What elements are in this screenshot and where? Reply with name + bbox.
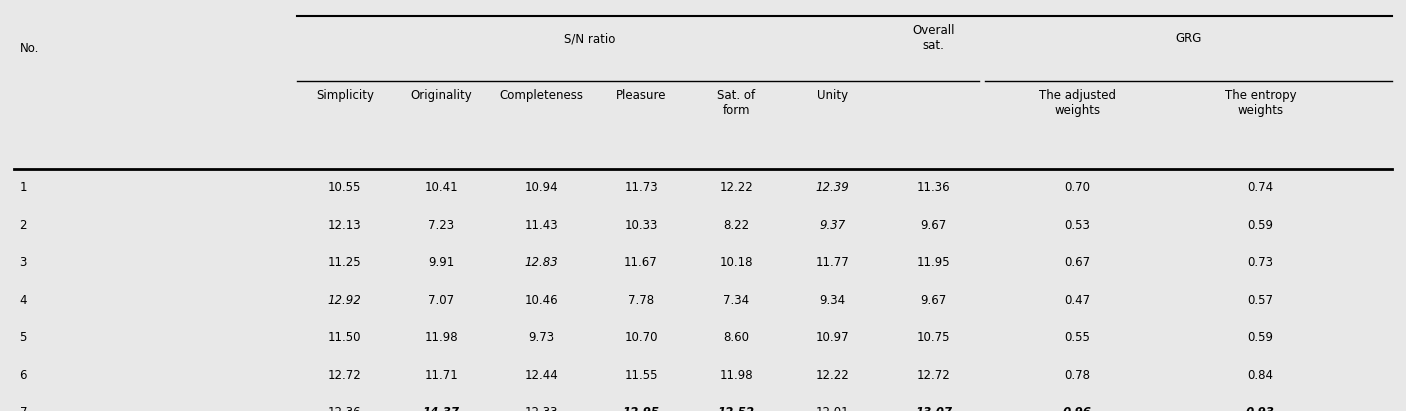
Text: 11.73: 11.73 (624, 182, 658, 194)
Text: 7: 7 (20, 406, 27, 411)
Text: 0.55: 0.55 (1064, 331, 1090, 344)
Text: 0.96: 0.96 (1063, 406, 1091, 411)
Text: 11.67: 11.67 (624, 256, 658, 269)
Text: 11.95: 11.95 (917, 256, 950, 269)
Text: 0.67: 0.67 (1064, 256, 1090, 269)
Text: 9.91: 9.91 (427, 256, 454, 269)
Text: 0.73: 0.73 (1247, 256, 1274, 269)
Text: 9.67: 9.67 (921, 219, 946, 232)
Text: 11.71: 11.71 (425, 369, 458, 382)
Text: No.: No. (20, 42, 39, 55)
Text: 7.07: 7.07 (429, 294, 454, 307)
Text: 9.67: 9.67 (921, 294, 946, 307)
Text: 7.78: 7.78 (628, 294, 654, 307)
Text: 11.36: 11.36 (917, 182, 950, 194)
Text: 11.43: 11.43 (524, 219, 558, 232)
Text: 7.23: 7.23 (429, 219, 454, 232)
Text: 10.33: 10.33 (624, 219, 658, 232)
Text: 11.98: 11.98 (720, 369, 752, 382)
Text: The adjusted
weights: The adjusted weights (1039, 89, 1115, 117)
Text: 9.37: 9.37 (820, 219, 845, 232)
Text: 3: 3 (20, 256, 27, 269)
Text: Sat. of
form: Sat. of form (717, 89, 755, 117)
Text: 0.93: 0.93 (1246, 406, 1275, 411)
Text: S/N ratio: S/N ratio (564, 32, 614, 45)
Text: Simplicity: Simplicity (316, 89, 374, 102)
Text: 10.18: 10.18 (720, 256, 752, 269)
Text: 5: 5 (20, 331, 27, 344)
Text: 0.59: 0.59 (1247, 219, 1274, 232)
Text: 0.59: 0.59 (1247, 331, 1274, 344)
Text: 4: 4 (20, 294, 27, 307)
Text: Unity: Unity (817, 89, 848, 102)
Text: 8.22: 8.22 (723, 219, 749, 232)
Text: 12.52: 12.52 (717, 406, 755, 411)
Text: Completeness: Completeness (499, 89, 583, 102)
Text: 12.39: 12.39 (815, 182, 849, 194)
Text: 10.41: 10.41 (425, 182, 458, 194)
Text: 11.77: 11.77 (815, 256, 849, 269)
Text: 0.70: 0.70 (1064, 182, 1090, 194)
Text: The entropy
weights: The entropy weights (1225, 89, 1296, 117)
Text: Pleasure: Pleasure (616, 89, 666, 102)
Text: 8.60: 8.60 (723, 331, 749, 344)
Text: 10.46: 10.46 (524, 294, 558, 307)
Text: 0.53: 0.53 (1064, 219, 1090, 232)
Text: 12.92: 12.92 (328, 294, 361, 307)
Text: 9.73: 9.73 (529, 331, 554, 344)
Text: 11.98: 11.98 (425, 331, 458, 344)
Text: 12.44: 12.44 (524, 369, 558, 382)
Text: 11.25: 11.25 (328, 256, 361, 269)
Text: 11.50: 11.50 (328, 331, 361, 344)
Text: 10.75: 10.75 (917, 331, 950, 344)
Text: Overall
sat.: Overall sat. (912, 24, 955, 52)
Text: 11.55: 11.55 (624, 369, 658, 382)
Text: GRG: GRG (1175, 32, 1202, 45)
Text: Originality: Originality (411, 89, 472, 102)
Text: 10.55: 10.55 (328, 182, 361, 194)
Text: 14.37: 14.37 (423, 406, 460, 411)
Text: 6: 6 (20, 369, 27, 382)
Text: 10.70: 10.70 (624, 331, 658, 344)
Text: 12.33: 12.33 (524, 406, 558, 411)
Text: 10.94: 10.94 (524, 182, 558, 194)
Text: 2: 2 (20, 219, 27, 232)
Text: 1: 1 (20, 182, 27, 194)
Text: 0.57: 0.57 (1247, 294, 1274, 307)
Text: 12.13: 12.13 (328, 219, 361, 232)
Text: 12.01: 12.01 (815, 406, 849, 411)
Text: 9.34: 9.34 (820, 294, 845, 307)
Text: 0.84: 0.84 (1247, 369, 1274, 382)
Text: 13.07: 13.07 (915, 406, 952, 411)
Text: 12.22: 12.22 (720, 182, 754, 194)
Text: 10.97: 10.97 (815, 331, 849, 344)
Text: 12.83: 12.83 (524, 256, 558, 269)
Text: 7.34: 7.34 (723, 294, 749, 307)
Text: 12.22: 12.22 (815, 369, 849, 382)
Text: 12.72: 12.72 (917, 369, 950, 382)
Text: 12.36: 12.36 (328, 406, 361, 411)
Text: 12.72: 12.72 (328, 369, 361, 382)
Text: 12.95: 12.95 (623, 406, 659, 411)
Text: 0.74: 0.74 (1247, 182, 1274, 194)
Text: 0.78: 0.78 (1064, 369, 1090, 382)
Text: 0.47: 0.47 (1064, 294, 1090, 307)
